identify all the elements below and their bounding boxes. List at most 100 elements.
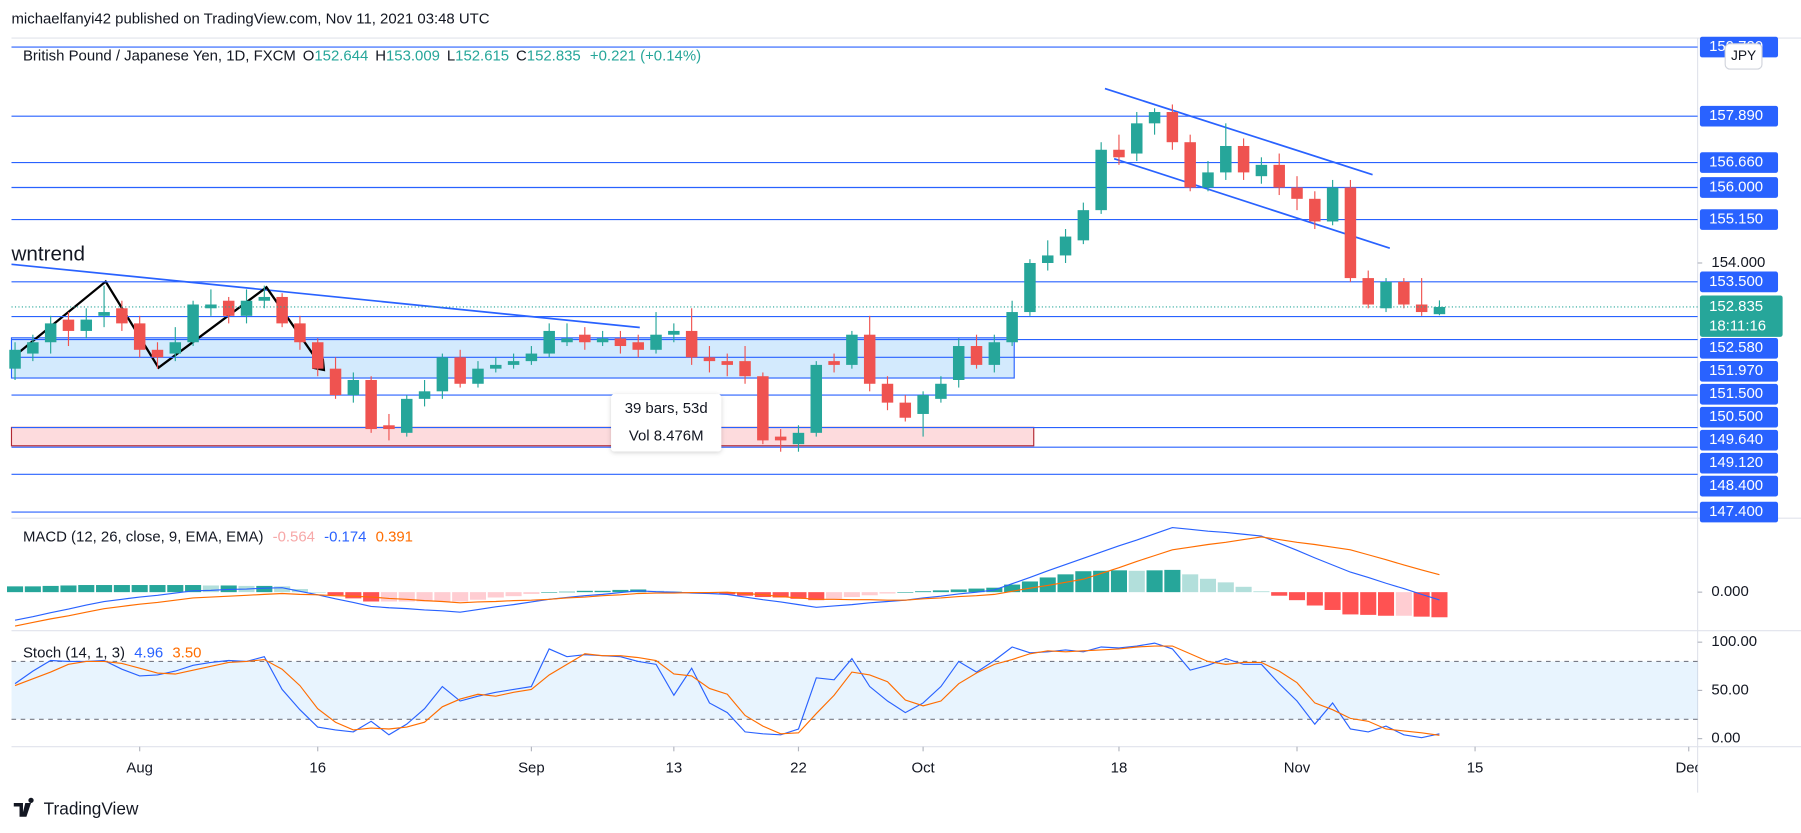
level-label: 151.500 xyxy=(1709,385,1763,402)
candle-body xyxy=(490,364,502,369)
macd-histogram-bar xyxy=(1110,570,1128,593)
candle-body xyxy=(1433,306,1446,315)
y-tick-label: 154.000 xyxy=(1711,254,1765,271)
candle-body xyxy=(1113,149,1125,158)
candle-body xyxy=(863,334,876,384)
candle-body xyxy=(1184,142,1196,188)
candle-body xyxy=(935,383,947,399)
currency-button-box[interactable] xyxy=(1724,43,1763,70)
brand-name: TradingView xyxy=(44,798,139,818)
x-tick-label: 16 xyxy=(309,759,326,776)
macd-histogram-bar xyxy=(1306,592,1323,606)
x-tick-label: Sep xyxy=(518,759,545,776)
ohlc-label: H xyxy=(375,47,386,64)
macd-histogram-bar xyxy=(167,585,184,593)
level-label: 149.640 xyxy=(1709,431,1763,448)
macd-histogram-bar xyxy=(861,592,878,596)
macd-legend: MACD (12, 26, close, 9, EMA, EMA) -0.564-… xyxy=(23,529,413,546)
macd-histogram-bar xyxy=(1377,592,1395,616)
candle-body xyxy=(579,334,591,343)
level-label-box xyxy=(1699,429,1779,451)
macd-histogram-bar xyxy=(1021,581,1038,593)
candle-body xyxy=(721,361,733,365)
ohlc-label: C xyxy=(516,47,527,64)
macd-histogram-bar xyxy=(1342,592,1359,615)
macd-histogram-bar xyxy=(1004,584,1021,593)
panes xyxy=(11,37,1801,793)
macd-histogram-bar xyxy=(1235,586,1252,593)
candle-body xyxy=(436,357,449,392)
macd-title: MACD (12, 26, close, 9, EMA, EMA) xyxy=(23,529,264,546)
x-tick-label: Aug xyxy=(126,759,153,776)
macd-histogram-bar xyxy=(1057,574,1074,593)
candle-body xyxy=(881,383,894,403)
level-label-box xyxy=(1699,501,1779,523)
x-tick-label: 15 xyxy=(1467,759,1484,776)
candle-body xyxy=(739,361,751,377)
macd-histogram-bar xyxy=(487,592,504,598)
candle-body xyxy=(27,342,39,354)
stoch-y-tick-label: 50.00 xyxy=(1711,681,1748,698)
macd-line xyxy=(14,526,1440,621)
candle-body xyxy=(1131,123,1143,154)
level-label: 148.400 xyxy=(1709,477,1763,494)
candle-body xyxy=(1166,112,1179,143)
macd-histogram-bar xyxy=(843,592,860,598)
level-label-box xyxy=(1699,177,1779,198)
candle-body xyxy=(1095,149,1107,211)
last-price-label: 152.835 xyxy=(1709,298,1763,315)
candle-body xyxy=(1273,164,1285,188)
candle-body xyxy=(1398,281,1410,305)
level-label-box xyxy=(1699,360,1779,382)
symbol-title: British Pound / Japanese Yen, 1D, FXCM xyxy=(23,47,296,64)
candle-body xyxy=(454,357,466,384)
ohlc-label: O xyxy=(303,47,315,64)
macd-histogram-bar xyxy=(576,590,593,593)
macd-histogram-bar xyxy=(505,592,522,597)
macd-histogram-bar xyxy=(1288,592,1306,601)
ohlc-label: L xyxy=(447,47,455,64)
macd-line-value: -0.174 xyxy=(324,529,366,546)
candle-body xyxy=(1326,187,1339,222)
macd-histogram-bar xyxy=(1128,570,1145,593)
candle-body xyxy=(1415,304,1428,313)
candle-body xyxy=(187,304,199,343)
currency-button[interactable]: JPY xyxy=(1724,43,1763,70)
macd-histogram-bar xyxy=(523,592,540,594)
macd-histogram-bar xyxy=(719,592,736,595)
candle-body xyxy=(169,342,182,354)
candle-body xyxy=(98,312,110,316)
level-label: 157.890 xyxy=(1709,107,1763,124)
candle-body xyxy=(970,346,983,365)
macd-signal xyxy=(14,536,1440,627)
macd-histogram-bar xyxy=(398,592,415,602)
watermark: michaelfanyi42 published on TradingView.… xyxy=(11,11,489,28)
currency-button-label[interactable]: JPY xyxy=(1731,48,1756,63)
macd-histogram-bar xyxy=(1324,592,1341,610)
zone-box xyxy=(10,426,1035,447)
macd-histogram-bar xyxy=(826,592,843,599)
macd-histogram-bar xyxy=(790,592,807,599)
macd-histogram-bar xyxy=(932,590,949,593)
candle-body xyxy=(1362,278,1374,305)
candle-body xyxy=(133,323,146,350)
macd-histogram-bar xyxy=(185,585,202,593)
macd-histogram-bar xyxy=(24,586,41,593)
close-value: 152.835 xyxy=(527,47,581,64)
macd-histogram-bar xyxy=(1164,569,1181,593)
level-label-box xyxy=(1699,271,1779,293)
macd-histogram-bar xyxy=(291,589,308,593)
macd-histogram-bar xyxy=(1271,592,1288,596)
stoch-k xyxy=(14,642,1440,739)
level-label: 150.500 xyxy=(1709,408,1763,425)
macd-histogram-bar xyxy=(1431,592,1448,618)
macd-histogram-bar xyxy=(256,585,273,593)
candle-body xyxy=(472,368,484,384)
candle-body xyxy=(988,342,1001,365)
level-label: 156.000 xyxy=(1709,178,1763,195)
macd-histogram-bar xyxy=(60,585,77,593)
macd-histogram-bar xyxy=(1182,574,1199,593)
candle-body xyxy=(80,319,93,331)
level-label-box xyxy=(1699,406,1779,428)
